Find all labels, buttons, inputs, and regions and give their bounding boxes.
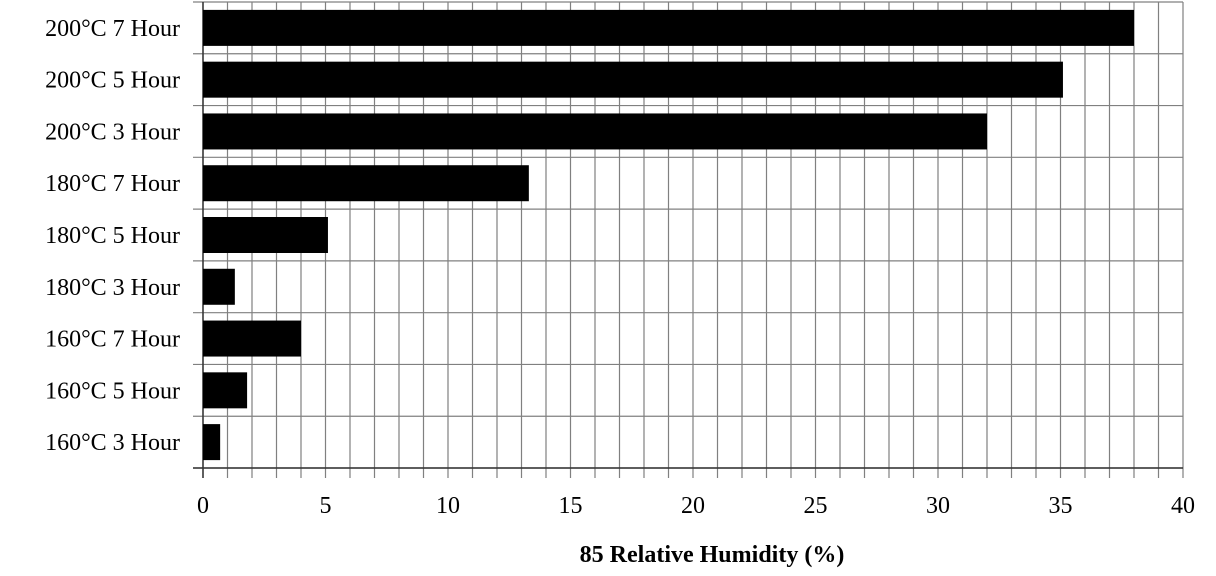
category-label: 180°C 3 Hour (45, 275, 180, 301)
bar (203, 424, 221, 461)
x-tick-label: 20 (681, 493, 705, 519)
bar (203, 320, 301, 357)
bar (203, 9, 1134, 46)
x-tick-label: 10 (436, 493, 460, 519)
category-label: 160°C 7 Hour (45, 327, 180, 353)
bar (203, 372, 248, 409)
category-label: 160°C 3 Hour (45, 430, 180, 456)
category-label: 180°C 7 Hour (45, 171, 180, 197)
category-label: 160°C 5 Hour (45, 378, 180, 404)
category-label: 200°C 5 Hour (45, 68, 180, 94)
x-tick-labels: 0 5 10 15 20 25 30 35 40 (197, 493, 1195, 519)
bar (203, 113, 987, 150)
x-tick-label: 25 (804, 493, 828, 519)
x-tick-label: 5 (320, 493, 332, 519)
x-tick-label: 40 (1171, 493, 1195, 519)
x-tick-label: 15 (559, 493, 583, 519)
bar (203, 61, 1063, 98)
category-labels: 200°C 7 Hour 200°C 5 Hour 200°C 3 Hour 180°… (45, 16, 180, 456)
x-tick-label: 0 (197, 493, 209, 519)
x-tick-label: 35 (1049, 493, 1073, 519)
category-label: 200°C 3 Hour (45, 119, 180, 145)
bar (203, 268, 235, 305)
category-label: 200°C 7 Hour (45, 16, 180, 42)
category-label: 180°C 5 Hour (45, 223, 180, 249)
bar (203, 165, 529, 202)
x-axis-title: 85 Relative Humidity (%) (580, 542, 845, 568)
x-tick-label: 30 (926, 493, 950, 519)
bars (203, 9, 1134, 461)
bar (203, 217, 328, 253)
